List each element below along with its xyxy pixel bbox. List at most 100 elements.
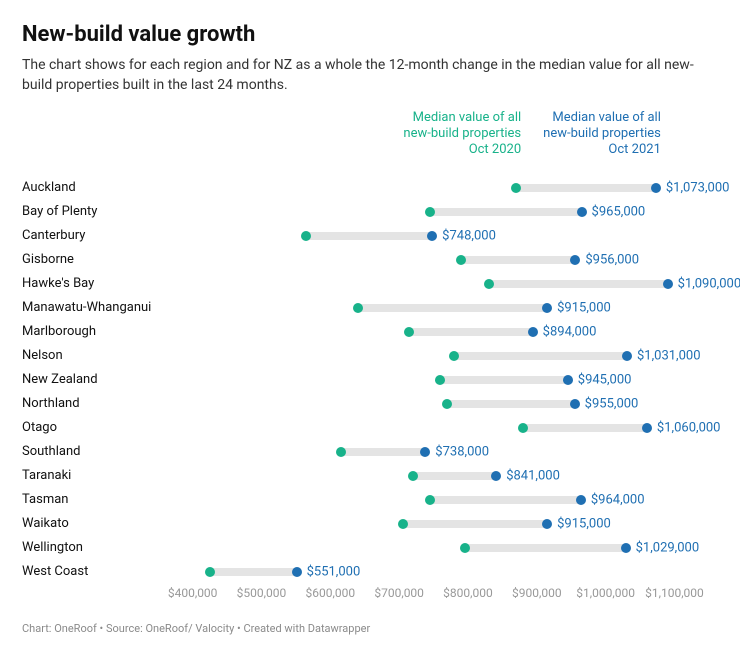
row-plot: $915,000	[172, 512, 718, 536]
row-label: Northland	[22, 396, 172, 411]
chart-row: Manawatu-Whanganui $915,000	[22, 296, 718, 320]
value-label: $1,060,000	[657, 420, 721, 435]
row-plot: $915,000	[172, 296, 718, 320]
row-label: Taranaki	[22, 468, 172, 483]
chart-row: Otago $1,060,000	[22, 416, 718, 440]
range-bar	[447, 400, 574, 408]
chart-row: Southland$738,000	[22, 440, 718, 464]
chart-row: Nelson $1,031,000	[22, 344, 718, 368]
row-plot: $945,000	[172, 368, 718, 392]
dot-2020	[301, 231, 311, 241]
dot-2020	[425, 207, 435, 217]
chart-row: Waikato $915,000	[22, 512, 718, 536]
dot-2021	[570, 255, 580, 265]
row-plot: $964,000	[172, 488, 718, 512]
range-bar	[413, 472, 496, 480]
row-label: Waikato	[22, 516, 172, 531]
dot-2020	[442, 399, 452, 409]
chart-row: Bay of Plenty$965,000	[22, 200, 718, 224]
chart-row: West Coast $551,000	[22, 560, 718, 584]
chart-title: New-build value growth	[22, 22, 718, 47]
row-plot: $1,090,000	[172, 272, 718, 296]
row-label: Wellington	[22, 540, 172, 555]
range-bar	[454, 352, 627, 360]
dot-2020	[353, 303, 363, 313]
row-label: Gisborne	[22, 252, 172, 267]
row-plot: $841,000	[172, 464, 718, 488]
axis-tick: $400,000	[168, 586, 218, 600]
range-bar	[523, 424, 647, 432]
value-label: $915,000	[557, 300, 611, 315]
range-bar	[210, 568, 297, 576]
row-plot: $1,029,000	[172, 536, 718, 560]
dot-2021	[563, 375, 573, 385]
value-label: $1,029,000	[636, 540, 700, 555]
x-axis: $400,000$500,000$600,000$700,000$800,000…	[172, 586, 702, 608]
axis-tick: $800,000	[443, 586, 493, 600]
row-plot: $1,060,000	[172, 416, 718, 440]
axis-tick: $500,000	[237, 586, 287, 600]
dot-2020	[398, 519, 408, 529]
range-bar	[306, 232, 432, 240]
value-label: $894,000	[543, 324, 597, 339]
range-bar	[358, 304, 547, 312]
range-bar	[440, 376, 567, 384]
row-plot: $1,073,000	[172, 176, 718, 200]
dot-2020	[435, 375, 445, 385]
row-plot: $894,000	[172, 320, 718, 344]
value-label: $748,000	[442, 228, 496, 243]
axis-tick: $900,000	[512, 586, 562, 600]
dot-2020	[449, 351, 459, 361]
range-bar	[341, 448, 426, 456]
value-label: $1,031,000	[637, 348, 701, 363]
row-label: Hawke's Bay	[22, 276, 172, 291]
row-plot: $965,000	[172, 200, 718, 224]
value-label: $551,000	[307, 564, 361, 579]
value-label: $738,000	[435, 444, 489, 459]
legend-2021: Median value of all new-build properties…	[531, 110, 661, 159]
range-bar	[465, 544, 626, 552]
row-label: Otago	[22, 420, 172, 435]
value-label: $1,090,000	[678, 276, 740, 291]
chart-row: Canterbury$748,000	[22, 224, 718, 248]
dot-2020	[456, 255, 466, 265]
row-label: Tasman	[22, 492, 172, 507]
row-label: West Coast	[22, 564, 172, 579]
row-label: Manawatu-Whanganui	[22, 300, 172, 315]
dot-2021	[420, 447, 430, 457]
row-plot: $738,000	[172, 440, 718, 464]
axis-tick: $1,000,000	[576, 586, 635, 600]
dot-2020	[408, 471, 418, 481]
dot-2021	[576, 495, 586, 505]
row-plot: $748,000	[172, 224, 718, 248]
dot-2021	[427, 231, 437, 241]
row-plot: $955,000	[172, 392, 718, 416]
dot-2020	[484, 279, 494, 289]
dot-2021	[642, 423, 652, 433]
row-plot: $956,000	[172, 248, 718, 272]
chart-row: New Zealand $945,000	[22, 368, 718, 392]
dot-2020	[404, 327, 414, 337]
chart-subtitle: The chart shows for each region and for …	[22, 55, 718, 96]
chart-row: Marlborough $894,000	[22, 320, 718, 344]
dot-2021	[663, 279, 673, 289]
value-label: $915,000	[557, 516, 611, 531]
dot-2021	[491, 471, 501, 481]
row-plot: $1,031,000	[172, 344, 718, 368]
row-label: Auckland	[22, 180, 172, 195]
row-label: Nelson	[22, 348, 172, 363]
chart-row: Northland$955,000	[22, 392, 718, 416]
dot-2020	[511, 183, 521, 193]
dot-2020	[336, 447, 346, 457]
value-label: $964,000	[591, 492, 645, 507]
axis-tick: $700,000	[374, 586, 424, 600]
legend-row: Median value of all new-build properties…	[172, 110, 718, 176]
dot-2020	[205, 567, 215, 577]
dot-2021	[621, 543, 631, 553]
value-label: $945,000	[578, 372, 632, 387]
dot-2021	[542, 303, 552, 313]
legend-2020: Median value of all new-build properties…	[391, 110, 521, 159]
row-label: New Zealand	[22, 372, 172, 387]
row-label: Bay of Plenty	[22, 204, 172, 219]
row-label: Marlborough	[22, 324, 172, 339]
